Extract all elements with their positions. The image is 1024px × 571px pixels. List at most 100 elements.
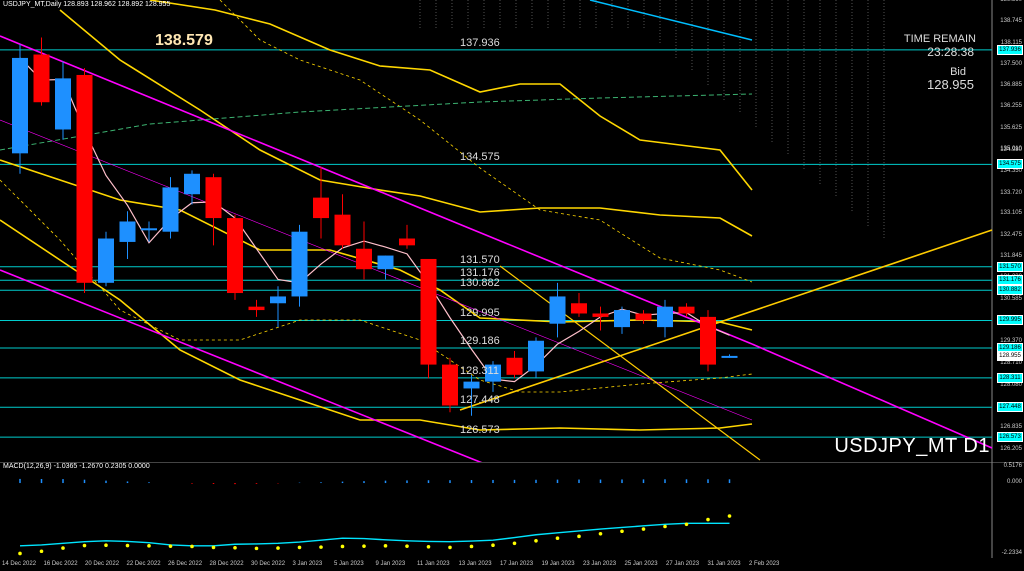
price-level-box: 131.176 xyxy=(997,275,1023,286)
macd-dot xyxy=(233,545,237,550)
candle-body xyxy=(399,238,415,246)
date-tick: 26 Dec 2022 xyxy=(168,561,203,567)
macd-dot xyxy=(426,545,431,549)
candle-body xyxy=(33,54,50,103)
level-label: 131.176 xyxy=(460,267,500,280)
dotted-band xyxy=(0,179,753,393)
channel-mid xyxy=(0,119,753,421)
price-tick: 133.720 xyxy=(1000,189,1022,196)
macd-dot xyxy=(448,545,452,550)
macd-tick: 0.000 xyxy=(1006,479,1022,486)
date-tick: 31 Jan 2023 xyxy=(707,561,741,567)
macd-dot xyxy=(383,544,388,548)
price-tick: 133.105 xyxy=(1000,210,1022,217)
macd-dot xyxy=(684,522,689,527)
candle-body xyxy=(721,355,738,358)
macd-dot xyxy=(534,538,538,543)
macd-dot xyxy=(18,551,22,556)
date-tick: 30 Dec 2022 xyxy=(251,561,286,567)
date-tick: 22 Dec 2022 xyxy=(126,561,161,567)
price-level-box: 137.936 xyxy=(997,44,1023,55)
date-tick: 3 Jan 2023 xyxy=(292,561,323,567)
macd-tick: -2.2334 xyxy=(1001,549,1022,556)
candle-body xyxy=(227,218,243,294)
price-tick: 128.080 xyxy=(1000,381,1022,388)
time-remain-label: TIME REMAIN xyxy=(903,33,976,45)
date-tick: 27 Jan 2023 xyxy=(666,561,700,567)
price-tick: 135.625 xyxy=(1000,124,1022,131)
price-level-box: 127.448 xyxy=(997,402,1023,413)
candle-body xyxy=(506,357,523,375)
candle-body xyxy=(592,313,609,317)
ma-pink xyxy=(19,57,730,383)
channel-top-ext xyxy=(751,343,993,449)
upper-band-2 xyxy=(59,9,753,237)
price-tick: 128.710 xyxy=(1000,360,1022,367)
date-tick: 14 Dec 2022 xyxy=(2,561,37,567)
channel-top xyxy=(0,35,753,345)
candle-body xyxy=(485,364,501,382)
candle-body xyxy=(55,78,71,130)
macd-dot xyxy=(147,544,151,548)
level-label: 129.995 xyxy=(460,307,500,320)
price-level-box: 128.311 xyxy=(997,372,1023,383)
price-level-box: 134.575 xyxy=(997,159,1023,170)
level-label: 128.311 xyxy=(460,364,499,377)
upper-band-1 xyxy=(149,0,753,191)
candle-body xyxy=(528,340,544,372)
macd-dot xyxy=(319,545,323,549)
price-tick: 139.360 xyxy=(1000,0,1022,4)
ma-green xyxy=(0,93,753,151)
chart-header: USDJPY_MT,Daily 128.893 128.962 128.892 … xyxy=(3,1,171,8)
candle-body xyxy=(549,296,566,324)
candle-body xyxy=(162,187,179,232)
date-tick: 5 Jan 2023 xyxy=(334,561,364,567)
candle-body xyxy=(248,306,265,311)
candle-body xyxy=(571,303,587,314)
candle-body xyxy=(313,197,329,219)
support-line xyxy=(459,229,993,411)
candle-body xyxy=(614,310,630,328)
candle-body xyxy=(270,296,286,304)
price-tick: 138.115 xyxy=(1000,39,1022,46)
price-level-box: 128.955 xyxy=(997,350,1023,361)
candle-body xyxy=(377,255,394,270)
macd-dot xyxy=(727,514,732,518)
macd-dot xyxy=(211,545,216,550)
macd-dot xyxy=(190,544,194,549)
candle-body xyxy=(678,306,695,314)
macd-dot xyxy=(61,546,65,550)
price-tick: 135.010 xyxy=(1000,145,1022,152)
date-tick: 11 Jan 2023 xyxy=(417,561,450,567)
candle-body xyxy=(76,74,93,283)
date-tick: 13 Jan 2023 xyxy=(458,561,492,567)
candle-body xyxy=(635,313,652,321)
price-tick: 134.350 xyxy=(1000,168,1022,175)
candle-body xyxy=(119,221,136,242)
macd-dot xyxy=(405,544,409,548)
macd-dot xyxy=(512,541,517,546)
lower-band-1 xyxy=(0,219,753,431)
candle-body xyxy=(356,248,372,270)
macd-dot xyxy=(620,529,624,534)
candle-body xyxy=(442,364,458,406)
macd-dot xyxy=(82,543,87,548)
macd-dot xyxy=(469,544,474,549)
candle-body xyxy=(463,381,480,389)
macd-dot xyxy=(104,543,108,548)
price-chart[interactable] xyxy=(0,0,1024,462)
macd-panel[interactable] xyxy=(0,462,1024,560)
dotted-band-2 xyxy=(219,0,753,283)
date-tick: 2 Feb 2023 xyxy=(749,561,780,567)
candle-body xyxy=(420,258,437,365)
price-level-box: 130.882 xyxy=(997,285,1023,296)
price-tick: 136.255 xyxy=(1000,103,1022,110)
candle-body xyxy=(12,57,28,154)
macd-signal-line xyxy=(19,522,730,547)
price-tick: 126.205 xyxy=(1000,445,1022,452)
candle-body xyxy=(205,177,222,219)
level-label: 127.448 xyxy=(460,394,500,407)
macd-dot xyxy=(362,544,366,548)
candle-body xyxy=(141,228,157,231)
chart-max-label: 138.579 xyxy=(155,32,213,49)
